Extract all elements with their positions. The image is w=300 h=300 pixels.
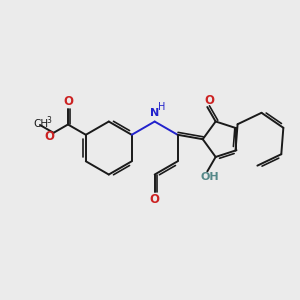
Text: O: O <box>45 130 55 143</box>
Text: OH: OH <box>201 172 220 182</box>
Text: N: N <box>150 108 159 118</box>
Text: H: H <box>158 102 165 112</box>
Text: CH: CH <box>33 119 48 129</box>
Text: O: O <box>204 94 214 107</box>
Text: 3: 3 <box>47 116 52 124</box>
Text: O: O <box>63 95 73 108</box>
Text: O: O <box>150 193 160 206</box>
